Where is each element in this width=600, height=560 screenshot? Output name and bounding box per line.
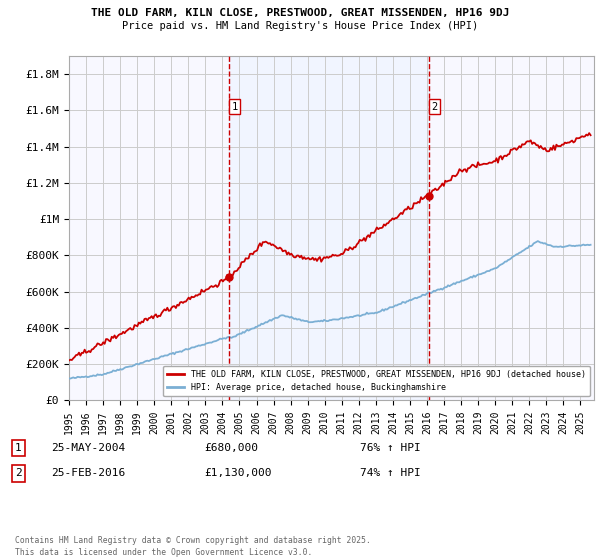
Text: £680,000: £680,000 (204, 443, 258, 453)
Bar (229, 56, 429, 400)
Text: 76% ↑ HPI: 76% ↑ HPI (360, 443, 421, 453)
Text: 2: 2 (431, 102, 438, 112)
Text: 1: 1 (232, 102, 238, 112)
Text: Price paid vs. HM Land Registry's House Price Index (HPI): Price paid vs. HM Land Registry's House … (122, 21, 478, 31)
Text: Contains HM Land Registry data © Crown copyright and database right 2025.
This d: Contains HM Land Registry data © Crown c… (15, 536, 371, 557)
Text: 25-FEB-2016: 25-FEB-2016 (51, 468, 125, 478)
Text: THE OLD FARM, KILN CLOSE, PRESTWOOD, GREAT MISSENDEN, HP16 9DJ: THE OLD FARM, KILN CLOSE, PRESTWOOD, GRE… (91, 8, 509, 18)
Text: 2: 2 (15, 468, 22, 478)
Text: 1: 1 (15, 443, 22, 453)
Legend: THE OLD FARM, KILN CLOSE, PRESTWOOD, GREAT MISSENDEN, HP16 9DJ (detached house),: THE OLD FARM, KILN CLOSE, PRESTWOOD, GRE… (163, 366, 590, 396)
Text: 25-MAY-2004: 25-MAY-2004 (51, 443, 125, 453)
Text: £1,130,000: £1,130,000 (204, 468, 271, 478)
Text: 74% ↑ HPI: 74% ↑ HPI (360, 468, 421, 478)
